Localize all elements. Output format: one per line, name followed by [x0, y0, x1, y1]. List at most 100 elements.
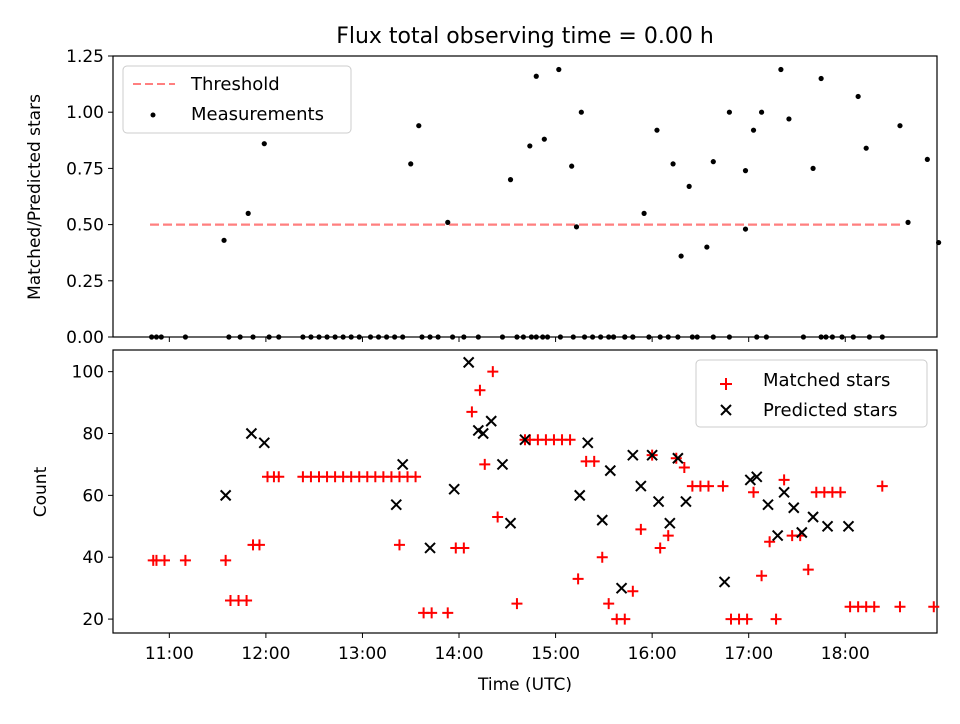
bottom-y-tick-label: 60	[82, 486, 104, 506]
matched-star-point	[159, 554, 170, 566]
measurement-point	[742, 226, 749, 232]
x-tick-label: 11:00	[145, 644, 194, 664]
predicted-star-point	[604, 464, 617, 477]
measurement-point	[810, 165, 816, 171]
predicted-star-point	[504, 517, 517, 529]
measurement-point	[226, 334, 232, 340]
measurement-point	[863, 145, 869, 151]
measurement-point	[569, 163, 575, 169]
measurement-point	[657, 334, 663, 340]
x-tick-label: 17:00	[724, 644, 773, 664]
measurement-point	[475, 334, 481, 340]
legend-matched-swatch	[720, 378, 732, 390]
x-tick-label: 16:00	[628, 644, 677, 664]
matched-star-point	[876, 480, 888, 492]
measurement-point	[419, 334, 425, 340]
measurement-point	[581, 334, 588, 340]
measurement-point	[250, 334, 256, 340]
matched-star-point	[702, 480, 714, 492]
measurement-point	[573, 224, 580, 230]
measurement-point	[461, 334, 467, 340]
measurement-point	[924, 156, 930, 163]
measurement-point	[528, 334, 535, 340]
bottom-y-tick-label: 40	[82, 548, 104, 568]
measurement-point	[654, 127, 660, 133]
measurement-point	[400, 334, 406, 340]
measurement-point	[818, 75, 824, 82]
predicted-star-point	[477, 427, 489, 440]
x-tick-label: 13:00	[338, 644, 387, 664]
measurement-point	[866, 334, 873, 340]
measurement-point	[686, 183, 692, 189]
predicted-star-point	[672, 452, 684, 464]
measurement-point	[324, 334, 330, 340]
bottom-panel: Count Time (UTC) 11:00 12:00 13:00 14:00 15:…	[31, 349, 940, 695]
matched-star-point	[466, 406, 478, 418]
predicted-star-point	[258, 437, 270, 449]
predicted-star-point	[646, 449, 658, 461]
matched-star-point	[492, 511, 504, 523]
measurement-point	[449, 334, 456, 340]
measurement-point	[800, 334, 807, 340]
predicted-star-point	[778, 486, 790, 498]
predicted-star-point	[582, 437, 594, 449]
measurement-point	[763, 334, 770, 340]
legend-predicted-swatch	[720, 404, 732, 416]
matched-star-point	[678, 462, 690, 474]
measurement-point	[316, 334, 322, 340]
x-tick-label: 14:00	[435, 644, 484, 664]
measurement-point	[356, 334, 362, 340]
measurement-point	[936, 239, 942, 246]
measurement-point	[367, 334, 374, 340]
matched-star-point	[458, 542, 470, 554]
measurement-point	[665, 334, 671, 340]
matched-star-point	[627, 585, 639, 597]
measurement-point	[533, 334, 539, 340]
measurement-point	[897, 123, 903, 129]
matched-star-point	[273, 471, 285, 483]
measurement-point	[544, 334, 551, 340]
matched-star-point	[241, 595, 253, 607]
matched-star-point	[662, 530, 674, 542]
measurement-point	[158, 334, 164, 340]
legend-measurements-label: Measurements	[191, 104, 324, 125]
top-legend-box	[122, 65, 352, 134]
measurement-point	[850, 334, 856, 340]
measurement-point	[786, 116, 792, 122]
legend-threshold-label: Threshold	[190, 74, 280, 95]
bottom-y-tick-label: 100	[72, 363, 104, 383]
measurement-point	[710, 334, 716, 340]
measurement-point	[726, 109, 732, 115]
top-y-tick-label: 1.25	[66, 47, 104, 67]
top-y-tick-label: 0.00	[66, 328, 104, 348]
predicted-star-point	[762, 498, 774, 511]
x-tick-label: 12:00	[241, 644, 290, 664]
measurement-point	[340, 334, 346, 340]
top-y-tick-label: 1.00	[66, 103, 104, 123]
measurement-point	[823, 334, 829, 340]
matched-star-point	[778, 474, 790, 486]
predicted-star-point	[485, 415, 497, 427]
predicted-star-point	[396, 458, 409, 471]
matched-star-point	[410, 471, 422, 483]
matched-star-point	[654, 542, 666, 554]
matched-star-point	[179, 554, 191, 566]
predicted-star-point	[219, 489, 232, 502]
measurement-point	[427, 334, 433, 340]
legend-matched-label: Matched stars	[763, 370, 890, 391]
matched-star-point	[442, 607, 454, 619]
measurement-point	[710, 159, 716, 165]
bottom-y-tick-label: 20	[82, 610, 104, 630]
figure-title: Flux total observing time = 0.00 h	[336, 24, 714, 49]
top-y-tick-label: 0.25	[66, 272, 104, 292]
matched-star-point	[748, 486, 760, 498]
predicted-star-point	[627, 449, 639, 461]
measurement-point	[589, 334, 596, 340]
measurement-point	[879, 334, 885, 340]
measurement-point	[598, 334, 604, 340]
matched-star-point	[635, 523, 647, 535]
measurement-point	[221, 237, 227, 243]
legend-predicted-label: Predicted stars	[763, 400, 897, 421]
matched-star-point	[474, 384, 486, 396]
measurement-point	[855, 93, 861, 100]
